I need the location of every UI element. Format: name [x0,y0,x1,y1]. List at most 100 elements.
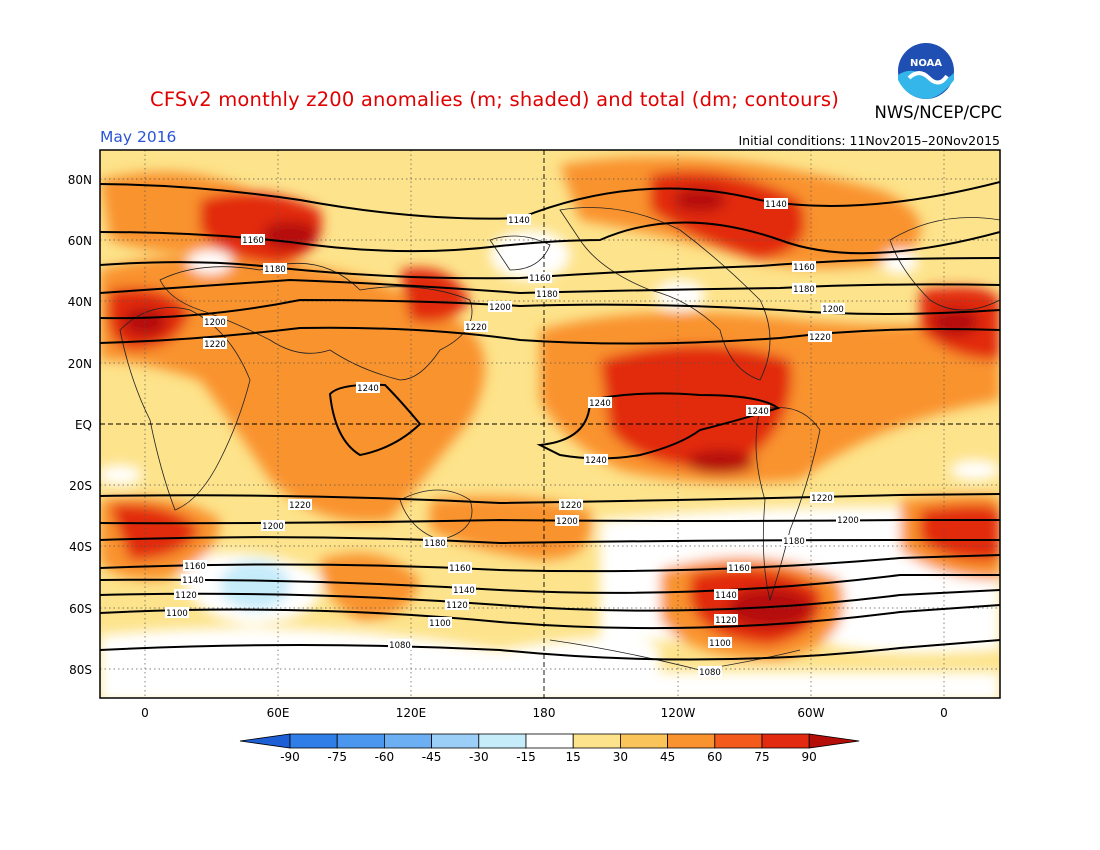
contour-label: 1220 [559,499,583,511]
contour-label: 1200 [555,515,579,527]
colorbar-tick: -75 [327,750,347,764]
lon-label: 60W [797,706,824,720]
contour-label-text: 1120 [446,601,468,611]
contour-label-text: 1160 [449,564,471,574]
colorbar-tick: -15 [516,750,536,764]
contour-label: 1140 [181,574,205,586]
colorbar-tick: 60 [707,750,722,764]
chart-title: CFSv2 monthly z200 anomalies (m; shaded)… [150,88,840,111]
contour-labels: 1140 1140 1160 1160 1160 1180 1180 1180 1200 1200… [165,198,860,678]
contour-label: 1220 [203,338,227,350]
colorbar-swatch [431,733,480,749]
contour-label-text: 1180 [783,537,805,547]
contour-label-text: 1100 [429,619,451,629]
contour-label: 1200 [488,301,512,313]
contour-label-text: 1220 [809,333,831,343]
colorbar-swatch [383,733,432,749]
colorbar-swatch [572,733,621,749]
lat-label: 60S [69,602,92,616]
contour-label-text: 1100 [166,609,188,619]
contour-label-text: 1220 [811,494,833,504]
lat-label: 80S [69,663,92,677]
contour-label: 1160 [448,562,472,574]
contour-label: 1180 [782,535,806,547]
contour-label: 1160 [792,261,816,273]
lon-label: 60E [267,706,290,720]
contour-label-text: 1240 [585,456,607,466]
contour-label: 1100 [165,607,189,619]
contour-label: 1240 [746,405,770,417]
contour-label-text: 1160 [242,236,264,246]
contour-label: 1160 [241,234,265,246]
contour-label: 1220 [288,499,312,511]
contour-label-text: 1240 [357,384,379,394]
contour-label-text: 1100 [709,639,731,649]
contour-label: 1140 [452,584,476,596]
longitude-labels: 0 60E 120E 180 120W 60W 0 [141,706,948,720]
contour-label-text: 1240 [747,407,769,417]
colorbar-swatch [336,733,385,749]
contour-label-text: 1160 [728,564,750,574]
contour-label-text: 1200 [837,516,859,526]
contour-label: 1200 [261,520,285,532]
contour-label-text: 1080 [389,641,411,651]
contour-label-text: 1160 [529,274,551,284]
contour-label-text: 1200 [262,522,284,532]
lon-label: 120W [661,706,696,720]
colorbar-tick: 15 [566,750,581,764]
contour-label: 1180 [792,283,816,295]
contour-label: 1180 [423,537,447,549]
contour-label-text: 1220 [465,323,487,333]
contour-label-text: 1180 [536,290,558,300]
contour-label-text: 1160 [793,263,815,273]
colorbar-swatch [761,733,810,749]
contour-label-text: 1200 [556,517,578,527]
colorbar-swatch [714,733,763,749]
lon-label: 180 [533,706,556,720]
contour-label: 1160 [183,560,207,572]
lat-label: 40S [69,540,92,554]
colorbar-swatch [667,733,716,749]
contour-label: 1120 [445,599,469,611]
contour-label-text: 1140 [715,591,737,601]
colorbar-tick: -60 [375,750,395,764]
colorbar-swatch [620,733,669,749]
colorbar: -90 -75 -60 -45 -30 -15 15 30 45 60 75 90 [239,733,860,764]
contour-label: 1140 [764,198,788,210]
latitude-labels: 80N 60N 40N 20N EQ 20S 40S 60S 80S [68,173,92,677]
contour-label: 1240 [356,382,380,394]
contour-label-text: 1180 [424,539,446,549]
contour-label-text: 1120 [715,616,737,626]
contour-label: 1200 [836,514,860,526]
contour-label: 1180 [263,263,287,275]
colorbar-tick: -30 [469,750,489,764]
contour-label: 1080 [698,666,722,678]
contour-label: 1240 [588,397,612,409]
colorbar-arrow-high [808,733,860,749]
noaa-logo-text: NOAA [910,58,942,69]
contour-label: 1220 [808,331,832,343]
contour-label-text: 1220 [560,501,582,511]
contour-label-text: 1140 [453,586,475,596]
contour-label: 1160 [528,272,552,284]
contour-label: 1220 [464,321,488,333]
map-frame [99,149,1001,699]
contour-label: 1140 [507,214,531,226]
colorbar-tick: 45 [660,750,675,764]
contour-label-text: 1160 [184,562,206,572]
noaa-logo: NOAA [896,41,956,101]
contour-label-text: 1200 [204,318,226,328]
colorbar-tick: 30 [613,750,628,764]
contour-label: 1200 [821,303,845,315]
contour-label: 1080 [388,639,412,651]
anomaly-shading [100,150,1000,698]
lat-label: 60N [68,234,92,248]
agency-label: NWS/NCEP/CPC [874,103,1002,122]
lat-label: 80N [68,173,92,187]
initial-conditions: Initial conditions: 11Nov2015–20Nov2015 [738,133,1000,148]
contour-label-text: 1200 [822,305,844,315]
lat-label: 40N [68,295,92,309]
contour-label: 1100 [708,637,732,649]
colorbar-swatch [478,733,527,749]
